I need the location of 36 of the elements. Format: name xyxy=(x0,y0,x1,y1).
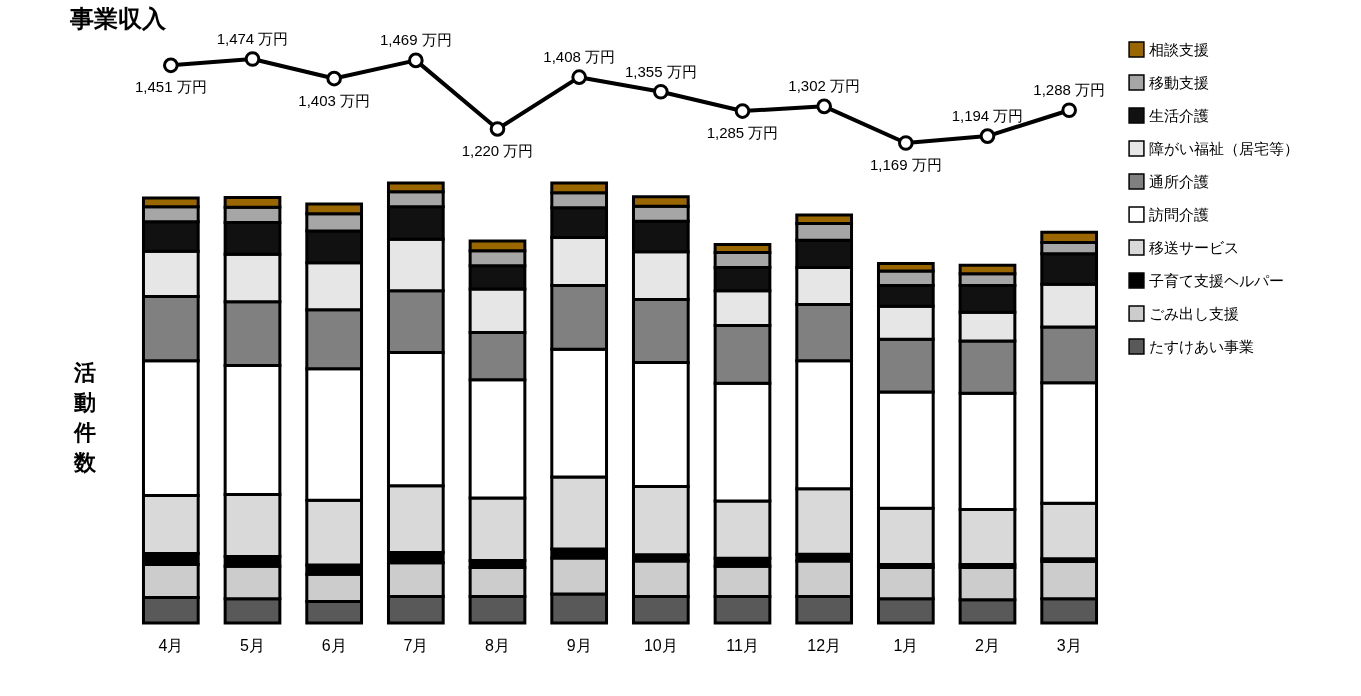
data-label: 1,451 万円 xyxy=(134,78,207,96)
legend-label: 移動支援 xyxy=(1149,73,1209,91)
x-tick-label: 11月 xyxy=(726,636,759,654)
data-label: 1,474 万円 xyxy=(216,30,289,47)
data-label: 1,220 万円 xyxy=(461,141,534,159)
x-tick-label: 10月 xyxy=(643,636,678,654)
legend-label: 障がい福祉（居宅等） xyxy=(1149,139,1299,157)
x-tick-label: 12月 xyxy=(807,636,842,654)
x-tick-label: 1月 xyxy=(893,636,919,654)
data-label: 1,403 万円 xyxy=(298,91,371,109)
legend-label: たすけあい事業 xyxy=(1149,337,1254,355)
x-tick-label: 6月 xyxy=(321,636,347,654)
legend-label: 相談支援 xyxy=(1149,40,1209,58)
data-label: 1,169 万円 xyxy=(869,156,942,173)
legend-label: 子育て支援ヘルパー xyxy=(1149,271,1284,289)
x-tick-label: 4月 xyxy=(158,636,184,654)
data-label: 1,288 万円 xyxy=(1033,81,1106,99)
x-tick-label: 9月 xyxy=(566,636,592,654)
data-label: 1,285 万円 xyxy=(706,124,779,142)
x-tick-label: 2月 xyxy=(975,636,1000,654)
data-label: 1,469 万円 xyxy=(379,31,452,49)
x-tick-label: 3月 xyxy=(1056,636,1082,654)
legend-label: 生活介護 xyxy=(1149,106,1209,124)
legend-label: 移送サービス xyxy=(1149,238,1239,256)
legend-label: 通所介護 xyxy=(1149,172,1209,190)
data-label: 1,194 万円 xyxy=(951,107,1024,125)
x-tick-label: 7月 xyxy=(403,636,429,654)
data-label: 1,355 万円 xyxy=(624,62,697,80)
data-label: 1,408 万円 xyxy=(543,48,616,66)
legend-label: 訪問介護 xyxy=(1149,205,1209,223)
x-tick-label: 8月 xyxy=(485,636,510,654)
chart-title: 事業収入 xyxy=(69,5,167,32)
data-label: 1,302 万円 xyxy=(788,77,861,95)
legend-label: ごみ出し支援 xyxy=(1149,304,1239,322)
x-tick-label: 5月 xyxy=(240,636,265,654)
y-axis-title: 活動件数 xyxy=(73,360,97,475)
